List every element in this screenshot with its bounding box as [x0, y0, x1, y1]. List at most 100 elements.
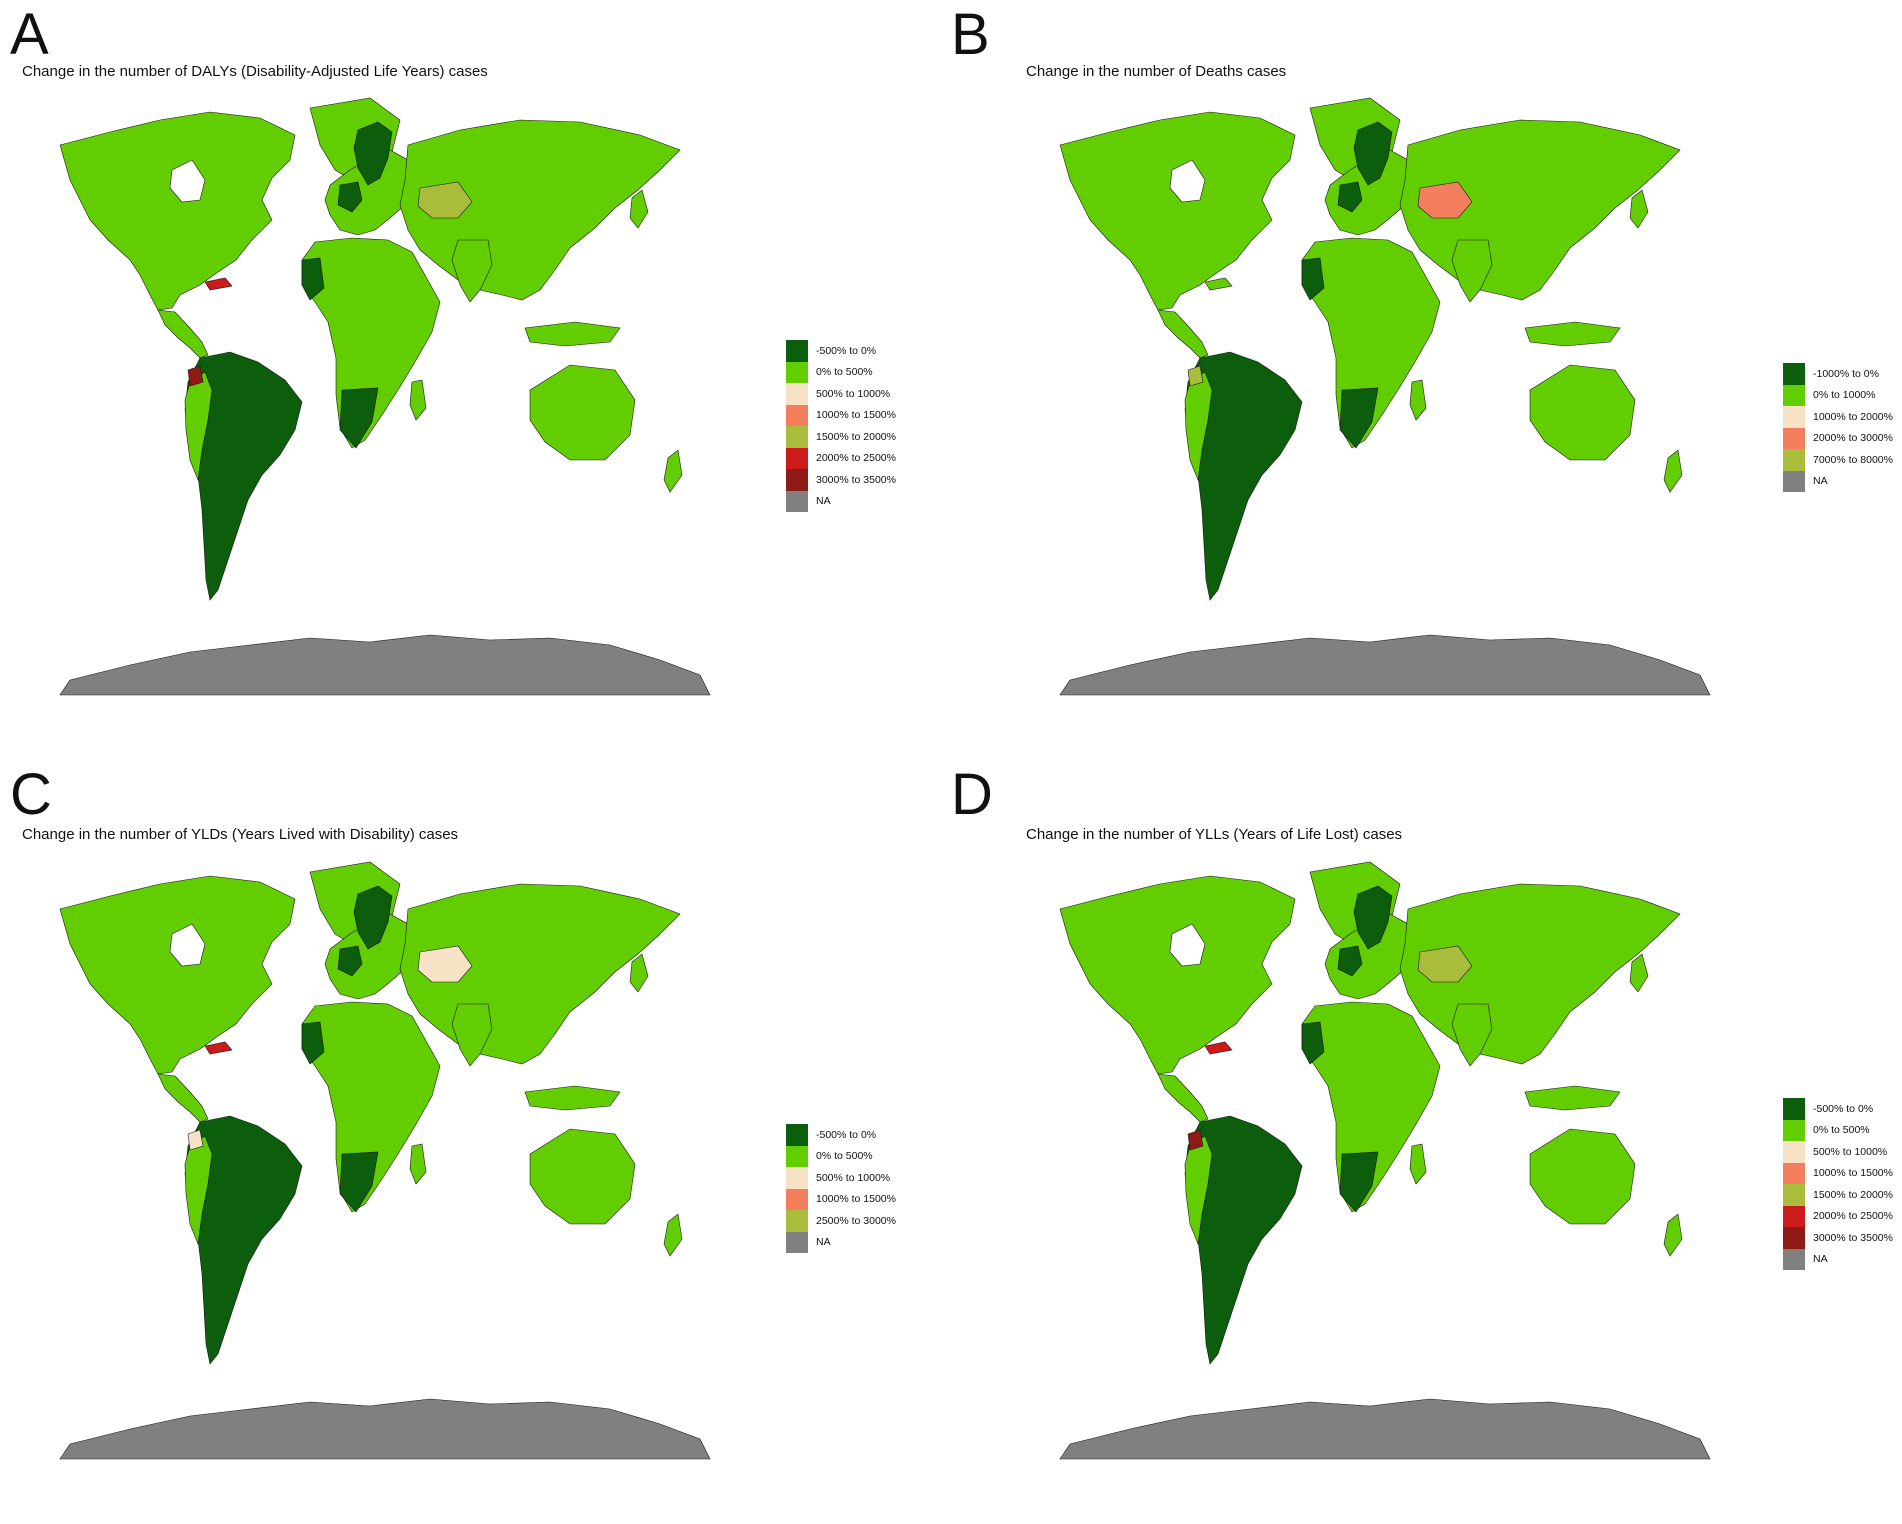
legend-label: -500% to 0% — [816, 1128, 877, 1141]
legend-item: 0% to 500% — [786, 1145, 896, 1167]
eastern-europe-shape — [1337, 945, 1363, 977]
africa-shape — [1301, 1001, 1441, 1213]
legend-label: NA — [816, 495, 831, 508]
africa-shape — [301, 1001, 441, 1213]
indonesia-shape — [1524, 321, 1621, 347]
legend-label: 2000% to 3000% — [1813, 432, 1893, 445]
legend-swatch — [786, 361, 808, 383]
scandinavia-shape — [353, 121, 393, 186]
central-america-shape — [1157, 309, 1209, 359]
legend-label: 500% to 1000% — [1813, 1145, 1888, 1158]
central-america-shape — [1157, 1073, 1209, 1123]
legend-item: 500% to 1000% — [1783, 1141, 1893, 1163]
legend-item: 7000% to 8000% — [1783, 449, 1893, 471]
eastern-europe-shape — [1337, 181, 1363, 213]
antarctica-shape — [1059, 634, 1711, 696]
legend-swatch — [786, 1188, 808, 1210]
west-africa-shape — [301, 1021, 325, 1065]
antarctica-shape — [1059, 1398, 1711, 1460]
legend-swatch — [1783, 427, 1805, 449]
legend-swatch — [786, 1231, 808, 1253]
legend-item: 2000% to 3000% — [1783, 427, 1893, 449]
legend: -500% to 0% 0% to 500% 500% to 1000% 1000% … — [786, 1124, 896, 1253]
legend-swatch — [1783, 1184, 1805, 1206]
southern-africa-shape — [1339, 1151, 1379, 1213]
legend-label: NA — [1813, 1253, 1828, 1266]
japan-shape — [629, 953, 649, 993]
legend-label: 1000% to 1500% — [816, 409, 896, 422]
japan-shape — [1629, 189, 1649, 229]
legend-item: NA — [1783, 1248, 1893, 1270]
legend-item: -500% to 0% — [786, 340, 896, 362]
andes-west-shape — [1184, 371, 1213, 482]
legend-item: 3000% to 3500% — [1783, 1227, 1893, 1249]
legend-label: 500% to 1000% — [816, 1171, 891, 1184]
panel-title: Change in the number of DALYs (Disabilit… — [22, 63, 488, 80]
hudson-bay-shape — [1169, 923, 1206, 967]
legend-swatch — [786, 490, 808, 512]
legend-label: 3000% to 3500% — [1813, 1231, 1893, 1244]
scandinavia-shape — [353, 885, 393, 950]
legend: -500% to 0% 0% to 500% 500% to 1000% 1000% … — [1783, 1098, 1893, 1270]
legend: -500% to 0% 0% to 500% 500% to 1000% 1000% … — [786, 340, 896, 512]
japan-shape — [629, 189, 649, 229]
panel-c: C Change in the number of YLDs (Years Li… — [0, 754, 951, 1509]
legend: -1000% to 0% 0% to 1000% 1000% to 2000% 200… — [1783, 363, 1893, 492]
southern-africa-shape — [339, 387, 379, 449]
legend-label: 500% to 1000% — [816, 387, 891, 400]
legend-label: 0% to 500% — [816, 1150, 873, 1163]
australia-shape — [529, 1128, 636, 1225]
madagascar-shape — [1409, 379, 1427, 421]
legend-item: 1500% to 2000% — [1783, 1184, 1893, 1206]
legend-label: 0% to 500% — [816, 366, 873, 379]
legend-label: -1000% to 0% — [1813, 367, 1879, 380]
legend-swatch — [1783, 1248, 1805, 1270]
new-zealand-shape — [663, 1213, 683, 1257]
caribbean-shape — [1204, 277, 1233, 291]
central-asia-shape — [1417, 181, 1473, 219]
legend-label: NA — [1813, 475, 1828, 488]
andes-shape — [187, 1129, 204, 1151]
legend-swatch — [786, 469, 808, 491]
legend-label: 2000% to 2500% — [1813, 1210, 1893, 1223]
panel-a: A Change in the number of DALYs (Disabil… — [0, 0, 951, 754]
legend-label: -500% to 0% — [1813, 1102, 1874, 1115]
legend-label: NA — [816, 1236, 831, 1249]
world-map — [1059, 97, 1711, 696]
legend-item: 2000% to 2500% — [1783, 1205, 1893, 1227]
hudson-bay-shape — [169, 923, 206, 967]
panel-title: Change in the number of Deaths cases — [1026, 63, 1287, 80]
africa-shape — [301, 237, 441, 449]
west-africa-shape — [301, 257, 325, 301]
central-america-shape — [157, 309, 209, 359]
central-america-shape — [157, 1073, 209, 1123]
panel-title: Change in the number of YLDs (Years Live… — [22, 826, 459, 843]
japan-shape — [1629, 953, 1649, 993]
australia-shape — [529, 364, 636, 461]
north-america-shape — [1059, 875, 1296, 1075]
panel-letter: A — [10, 2, 49, 67]
central-asia-shape — [417, 945, 473, 983]
andes-shape — [1187, 1129, 1204, 1151]
africa-shape — [1301, 237, 1441, 449]
panel-letter: C — [10, 762, 52, 827]
hudson-bay-shape — [1169, 159, 1206, 203]
legend-item: NA — [1783, 470, 1893, 492]
west-africa-shape — [1301, 257, 1325, 301]
legend-item: 1000% to 1500% — [786, 404, 896, 426]
legend-swatch — [1783, 1119, 1805, 1141]
legend-label: 0% to 500% — [1813, 1124, 1870, 1137]
legend-item: 1000% to 2000% — [1783, 406, 1893, 428]
legend-item: 0% to 500% — [1783, 1119, 1893, 1141]
legend-swatch — [786, 340, 808, 362]
legend-swatch — [1783, 1141, 1805, 1163]
legend-label: 2500% to 3000% — [816, 1214, 896, 1227]
andes-west-shape — [184, 1135, 213, 1246]
north-america-shape — [59, 875, 296, 1075]
indonesia-shape — [524, 321, 621, 347]
legend-item: 0% to 1000% — [1783, 384, 1893, 406]
legend-item: 1000% to 1500% — [1783, 1162, 1893, 1184]
world-map — [1059, 861, 1711, 1460]
india-shape — [1451, 239, 1493, 303]
legend-label: 1000% to 1500% — [1813, 1167, 1893, 1180]
